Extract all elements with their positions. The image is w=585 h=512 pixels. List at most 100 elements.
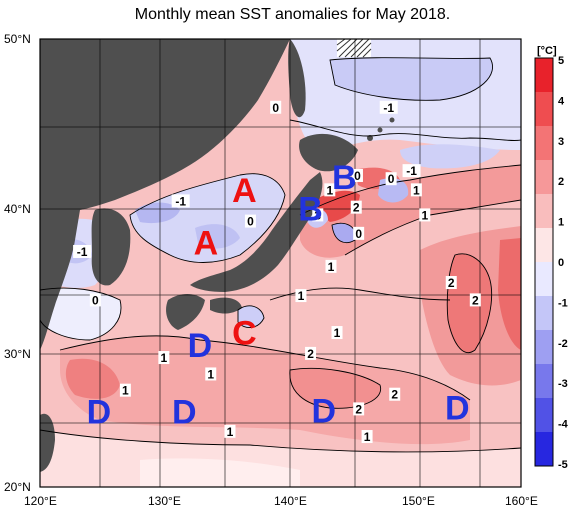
contour-label-bg — [270, 100, 282, 114]
contour-label: 3 — [314, 208, 321, 222]
region-marker-d: D — [172, 394, 197, 432]
contour-label: 0 — [272, 101, 279, 115]
latitude-labels: 50°N 40°N 30°N 20°N — [4, 32, 31, 494]
contour-label: 1 — [122, 384, 129, 398]
colorbar-swatch — [535, 364, 553, 399]
colorbar-tick-label: 5 — [558, 55, 564, 67]
region-marker-a: A — [194, 224, 219, 262]
lat-label: 20°N — [4, 480, 31, 494]
contour-label: 1 — [364, 430, 371, 444]
contour-label: 0 — [388, 172, 395, 186]
contour-label-bg — [353, 226, 365, 240]
region-marker-b: B — [332, 159, 357, 197]
contour-label-bg — [385, 172, 397, 186]
lon-label: 120°E — [24, 494, 57, 508]
contour-label-bg — [244, 214, 256, 228]
graticule — [40, 39, 521, 487]
colorbar-swatch — [535, 194, 553, 229]
colorbar-swatch — [535, 296, 553, 331]
colorbar-tick-label: 1 — [558, 217, 564, 229]
contour-label-bg — [89, 293, 101, 307]
contour-label-bg — [445, 276, 457, 290]
colorbar-swatch — [535, 160, 553, 195]
contour-label-bg — [389, 387, 401, 401]
contour-label-bg — [379, 100, 398, 114]
colorbar-tick-label: 2 — [558, 176, 564, 188]
colorbar-unit: [°C] — [537, 45, 557, 57]
contour-label: 2 — [355, 402, 362, 416]
contour-label: 0 — [354, 169, 361, 183]
contour-label: 1 — [227, 425, 234, 439]
contour-label-bg — [305, 346, 317, 360]
contour-label-bg — [73, 244, 92, 258]
contour-label: 1 — [334, 326, 341, 340]
colorbar-swatch — [535, 92, 553, 127]
longitude-labels: 120°E 130°E 140°E 150°E 160°E — [24, 494, 538, 508]
contour-label-bg — [351, 168, 363, 182]
contour-label: 0 — [92, 293, 99, 307]
colorbar-tick-label: 0 — [558, 257, 564, 269]
contour-label: -1 — [383, 101, 394, 115]
lat-label: 30°N — [4, 347, 31, 361]
contour-label-bg — [353, 402, 365, 416]
region-marker-d: D — [445, 390, 470, 428]
contour-label: 1 — [161, 351, 168, 365]
colorbar-swatch — [535, 126, 553, 161]
contour-label-bg — [158, 351, 170, 365]
contour-label-bg — [410, 183, 422, 197]
region-marker-b: B — [298, 191, 323, 229]
colorbar-tick-label: -2 — [558, 338, 568, 350]
contour-label-bg — [419, 208, 431, 222]
lon-label: 150°E — [402, 494, 435, 508]
contour-label: -1 — [77, 245, 88, 259]
lat-label: 40°N — [4, 202, 31, 216]
region-marker-d: D — [312, 392, 337, 430]
contour-label-bg — [119, 383, 131, 397]
colorbar-swatch — [535, 330, 553, 365]
contour-label: 2 — [307, 347, 314, 361]
colorbar-tick-label: 3 — [558, 136, 564, 148]
contour-label: 1 — [298, 289, 305, 303]
contour-label: -1 — [175, 194, 186, 208]
contour-label-bg — [312, 208, 324, 222]
lat-label: 50°N — [4, 32, 31, 46]
colorbar-swatch — [535, 398, 553, 433]
lon-label: 140°E — [274, 494, 307, 508]
contour-label-bg — [361, 430, 373, 444]
contour-label-bg — [205, 367, 217, 381]
colorbar-tick-label: -3 — [558, 378, 568, 390]
contour-label: 0 — [247, 215, 254, 229]
colorbar: [°C] 5 4 3 2 1 0 -1 -2 -3 -4 -5 — [534, 45, 569, 471]
lon-label: 160°E — [505, 494, 538, 508]
contour-label: 2 — [391, 388, 398, 402]
colorbar-tick-label: -1 — [558, 297, 568, 309]
contour-label-bg — [331, 326, 343, 340]
colorbar-tick-label: -4 — [558, 419, 569, 431]
contour-label-bg — [295, 289, 307, 303]
colorbar-swatch — [535, 432, 553, 467]
contour-label: 1 — [421, 208, 428, 222]
contour-label-bg — [324, 183, 336, 197]
contour-label: 2 — [472, 293, 479, 307]
colorbar-swatch — [535, 228, 553, 263]
contour-label: 1 — [207, 367, 214, 381]
lon-label: 130°E — [148, 494, 181, 508]
colorbar-tick-label: 4 — [558, 95, 565, 107]
contour-label-bg — [224, 424, 236, 438]
map-title: Monthly mean SST anomalies for May 2018. — [134, 6, 451, 23]
colorbar-swatch — [535, 262, 553, 297]
contour-label: 1 — [326, 183, 333, 197]
contour-label-bg — [325, 259, 337, 273]
colorbar-tick-label: -5 — [558, 459, 568, 471]
region-marker-a: A — [232, 172, 257, 210]
region-marker-c: C — [232, 315, 257, 353]
contour-label-bg — [402, 164, 421, 178]
region-marker-d: D — [188, 327, 213, 365]
contour-label-bg — [171, 194, 190, 208]
contour-label: 1 — [328, 260, 335, 274]
contour-label: 2 — [353, 201, 360, 215]
contour-label-bg — [469, 293, 481, 307]
